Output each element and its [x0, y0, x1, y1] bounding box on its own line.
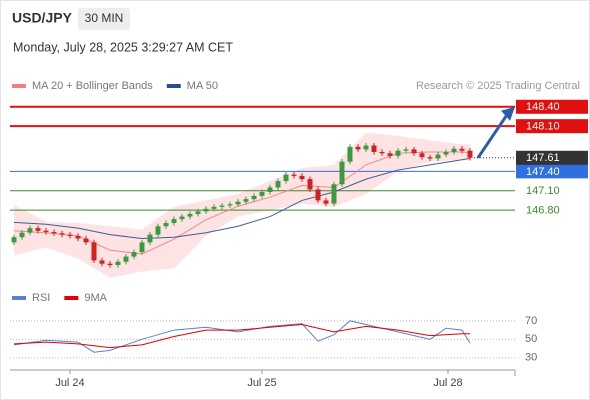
- candle-body: [227, 204, 233, 206]
- candle-body: [299, 175, 305, 180]
- candle-body: [283, 174, 289, 182]
- candle-body: [275, 181, 281, 188]
- level-label: 147.40: [526, 166, 560, 178]
- legend-label: MA 20 + Bollinger Bands: [32, 80, 153, 92]
- candle-body: [99, 260, 105, 264]
- candle-body: [395, 150, 401, 156]
- candle-body: [219, 205, 225, 207]
- candle-body: [251, 195, 257, 200]
- level-label-box: [516, 99, 588, 114]
- level-label: 148.10: [526, 121, 560, 133]
- legend-label: 9MA: [84, 292, 107, 304]
- level-label-box: [516, 164, 588, 179]
- candle-body: [307, 179, 313, 190]
- candle-body: [155, 226, 161, 235]
- candle-body: [379, 151, 385, 154]
- candle-body: [59, 233, 65, 235]
- level-label: 148.40: [526, 101, 560, 113]
- symbol: USD/JPY: [12, 10, 73, 26]
- candle-body: [323, 200, 329, 204]
- last-price-label: 147.61: [526, 152, 560, 164]
- candle-body: [411, 149, 417, 154]
- candle-body: [467, 150, 473, 158]
- candle-body: [11, 237, 17, 243]
- forecast-arrow-head: [501, 106, 515, 121]
- candle-body: [331, 184, 337, 204]
- level-label: 146.80: [526, 205, 560, 217]
- candle-body: [451, 148, 457, 152]
- legend-label: MA 50: [187, 80, 218, 92]
- candle-body: [403, 149, 409, 151]
- candle-body: [179, 216, 185, 220]
- candle-body: [355, 146, 361, 150]
- y-tick-label: 30: [525, 352, 537, 364]
- candle-body: [131, 252, 137, 257]
- candle-body: [107, 263, 113, 265]
- candle-body: [291, 174, 297, 176]
- candle-body: [83, 238, 89, 243]
- x-tick-label: Jul 24: [55, 377, 84, 389]
- candle-body: [115, 261, 121, 265]
- candle-body: [427, 157, 433, 159]
- candle-body: [123, 256, 129, 262]
- candle-body: [243, 199, 249, 202]
- candle-body: [67, 234, 73, 236]
- candle-body: [91, 242, 97, 261]
- candle-body: [371, 145, 377, 152]
- candle-body: [203, 208, 209, 212]
- candle-body: [187, 213, 193, 217]
- candle-body: [259, 192, 265, 196]
- candle-body: [51, 232, 57, 234]
- candle-body: [387, 153, 393, 156]
- x-tick-label: Jul 28: [433, 377, 462, 389]
- candle-body: [339, 161, 345, 185]
- indicator-line: [13, 324, 470, 349]
- ma-line: [13, 157, 471, 240]
- candle-body: [347, 146, 353, 162]
- candle-body: [171, 219, 177, 224]
- candle-body: [195, 211, 201, 214]
- candle-body: [363, 145, 369, 150]
- level-label-box: [516, 119, 588, 134]
- candle-body: [315, 189, 321, 201]
- last-price-box: [516, 150, 588, 165]
- candle-body: [19, 232, 25, 238]
- candle-body: [75, 235, 81, 239]
- y-tick-label: 70: [525, 315, 537, 327]
- interval-box: [78, 8, 130, 30]
- candle-body: [211, 206, 217, 209]
- y-tick-label: 50: [525, 333, 537, 345]
- candle-body: [139, 242, 145, 253]
- candle-body: [459, 148, 465, 151]
- candle-body: [435, 154, 441, 159]
- candle-body: [419, 153, 425, 158]
- legend-label: RSI: [32, 292, 50, 304]
- candle-body: [443, 151, 449, 155]
- candle-body: [27, 228, 33, 233]
- candle-body: [235, 201, 241, 205]
- timestamp: Monday, July 28, 2025 3:29:27 AM CET: [13, 40, 233, 54]
- indicator-line: [13, 320, 471, 353]
- candle-body: [147, 234, 153, 243]
- forecast-arrow: [476, 113, 509, 159]
- candle-body: [267, 187, 273, 193]
- candle-body: [43, 230, 49, 233]
- level-label: 147.10: [526, 185, 560, 197]
- copyright: Research © 2025 Trading Central: [416, 80, 580, 92]
- x-tick-label: Jul 25: [247, 377, 276, 389]
- candle-body: [35, 228, 41, 231]
- interval: 30 MIN: [85, 11, 124, 25]
- candle-body: [163, 223, 169, 227]
